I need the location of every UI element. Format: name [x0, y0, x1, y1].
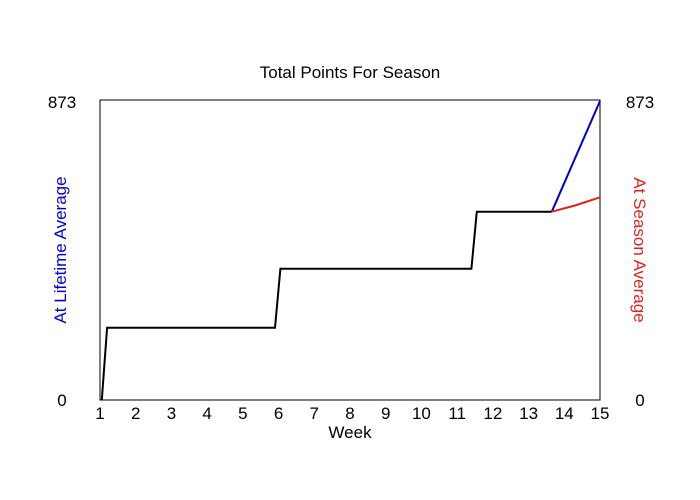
y-tick-left-bottom: 0 — [57, 391, 66, 410]
x-tick-label: 5 — [238, 404, 247, 423]
x-axis-ticks: 1 2 3 4 5 6 7 8 9 10 11 12 13 14 15 — [95, 404, 609, 423]
x-tick-label: 9 — [381, 404, 390, 423]
x-tick-label: 11 — [448, 404, 466, 423]
series-line-actual — [100, 210, 552, 401]
x-tick-label: 6 — [274, 404, 283, 423]
x-tick-label: 3 — [167, 404, 176, 423]
y-tick-right-bottom: 0 — [635, 391, 644, 410]
series-line-lifetime — [550, 100, 601, 213]
x-tick-label: 8 — [345, 404, 354, 423]
x-tick-label: 10 — [412, 404, 431, 423]
series-lines — [100, 100, 601, 401]
y-tick-left-top: 873 — [48, 93, 76, 112]
series-line-season — [551, 196, 601, 213]
x-tick-label: 1 — [95, 404, 104, 423]
x-tick-label: 12 — [483, 404, 502, 423]
x-tick-label: 13 — [519, 404, 538, 423]
x-tick-label: 7 — [310, 404, 319, 423]
x-axis-label: Week — [328, 423, 372, 442]
y-tick-right-top: 873 — [626, 93, 654, 112]
x-tick-label: 4 — [202, 404, 211, 423]
x-tick-label: 14 — [555, 404, 574, 423]
y-axis-label-left: At Lifetime Average — [51, 176, 70, 323]
x-tick-label: 2 — [131, 404, 140, 423]
x-tick-label: 15 — [591, 404, 610, 423]
plot-area — [99, 99, 601, 401]
y-axis-label-right: At Season Average — [630, 177, 649, 322]
chart-title: Total Points For Season — [260, 63, 440, 82]
